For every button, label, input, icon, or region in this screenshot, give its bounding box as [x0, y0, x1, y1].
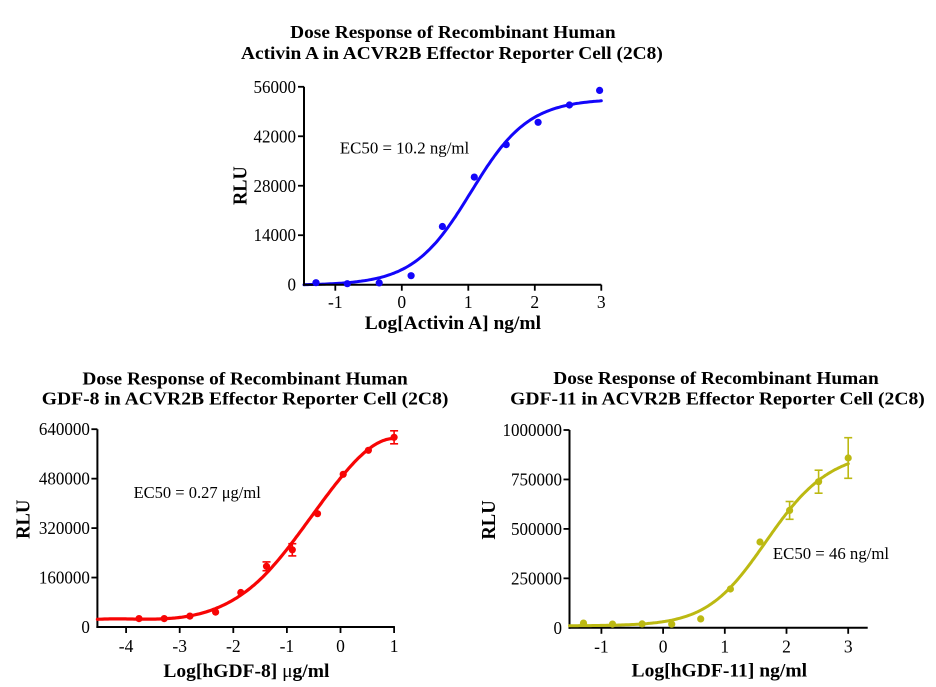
svg-text:160000: 160000: [39, 568, 90, 588]
svg-text:1: 1: [390, 636, 399, 656]
svg-text:-1: -1: [594, 636, 609, 656]
svg-text:Dose Response of Recombinant H: Dose Response of Recombinant Human: [290, 22, 615, 42]
svg-text:RLU: RLU: [229, 166, 251, 205]
svg-text:-1: -1: [280, 636, 295, 656]
svg-text:3: 3: [597, 292, 606, 312]
svg-text:0: 0: [288, 275, 297, 295]
svg-text:RLU: RLU: [13, 500, 35, 539]
svg-text:3: 3: [844, 636, 853, 656]
svg-text:0: 0: [554, 618, 563, 638]
svg-text:28000: 28000: [254, 176, 297, 196]
svg-text:-3: -3: [172, 636, 187, 656]
svg-text:-4: -4: [119, 636, 134, 656]
svg-text:0: 0: [397, 292, 406, 312]
svg-text:56000: 56000: [254, 77, 297, 97]
svg-text:RLU: RLU: [478, 500, 500, 539]
svg-text:1: 1: [720, 636, 729, 656]
svg-text:EC50 = 46 ng/ml: EC50 = 46 ng/ml: [773, 544, 889, 563]
svg-text:GDF-8 in ACVR2B Effector Repor: GDF-8 in ACVR2B Effector Reporter Cell (…: [42, 389, 449, 410]
svg-text:480000: 480000: [39, 469, 90, 489]
svg-text:-2: -2: [226, 636, 241, 656]
svg-text:Dose Response of Recombinant H: Dose Response of Recombinant Human: [82, 368, 407, 388]
svg-text:0: 0: [81, 617, 90, 637]
svg-text:1000000: 1000000: [503, 420, 563, 440]
svg-text:640000: 640000: [39, 419, 90, 439]
svg-text:Log[Activin A] ng/ml: Log[Activin A] ng/ml: [365, 313, 541, 334]
svg-text:-1: -1: [328, 292, 343, 312]
svg-text:320000: 320000: [39, 518, 90, 538]
svg-text:250000: 250000: [511, 568, 562, 588]
svg-text:Log[hGDF-11] ng/ml: Log[hGDF-11] ng/ml: [632, 660, 808, 681]
svg-text:42000: 42000: [254, 126, 297, 146]
svg-text:EC50 = 10.2 ng/ml: EC50 = 10.2 ng/ml: [340, 138, 470, 157]
svg-text:750000: 750000: [511, 469, 562, 489]
svg-text:EC50 = 0.27 μg/ml: EC50 = 0.27 μg/ml: [134, 483, 261, 502]
svg-text:1: 1: [464, 292, 473, 312]
svg-text:500000: 500000: [511, 519, 562, 539]
svg-text:0: 0: [659, 636, 668, 656]
svg-text:Activin A in ACVR2B Effector R: Activin A in ACVR2B Effector Reporter Ce…: [241, 43, 663, 64]
svg-text:2: 2: [782, 636, 791, 656]
svg-text:14000: 14000: [254, 225, 297, 245]
svg-text:Dose Response of Recombinant H: Dose Response of Recombinant Human: [553, 368, 878, 388]
svg-text:GDF-11 in ACVR2B Effector Repo: GDF-11 in ACVR2B Effector Reporter Cell …: [510, 388, 925, 409]
svg-text:Log[hGDF-8] μg/ml: Log[hGDF-8] μg/ml: [163, 661, 329, 682]
svg-text:0: 0: [336, 636, 345, 656]
svg-text:2: 2: [530, 292, 539, 312]
